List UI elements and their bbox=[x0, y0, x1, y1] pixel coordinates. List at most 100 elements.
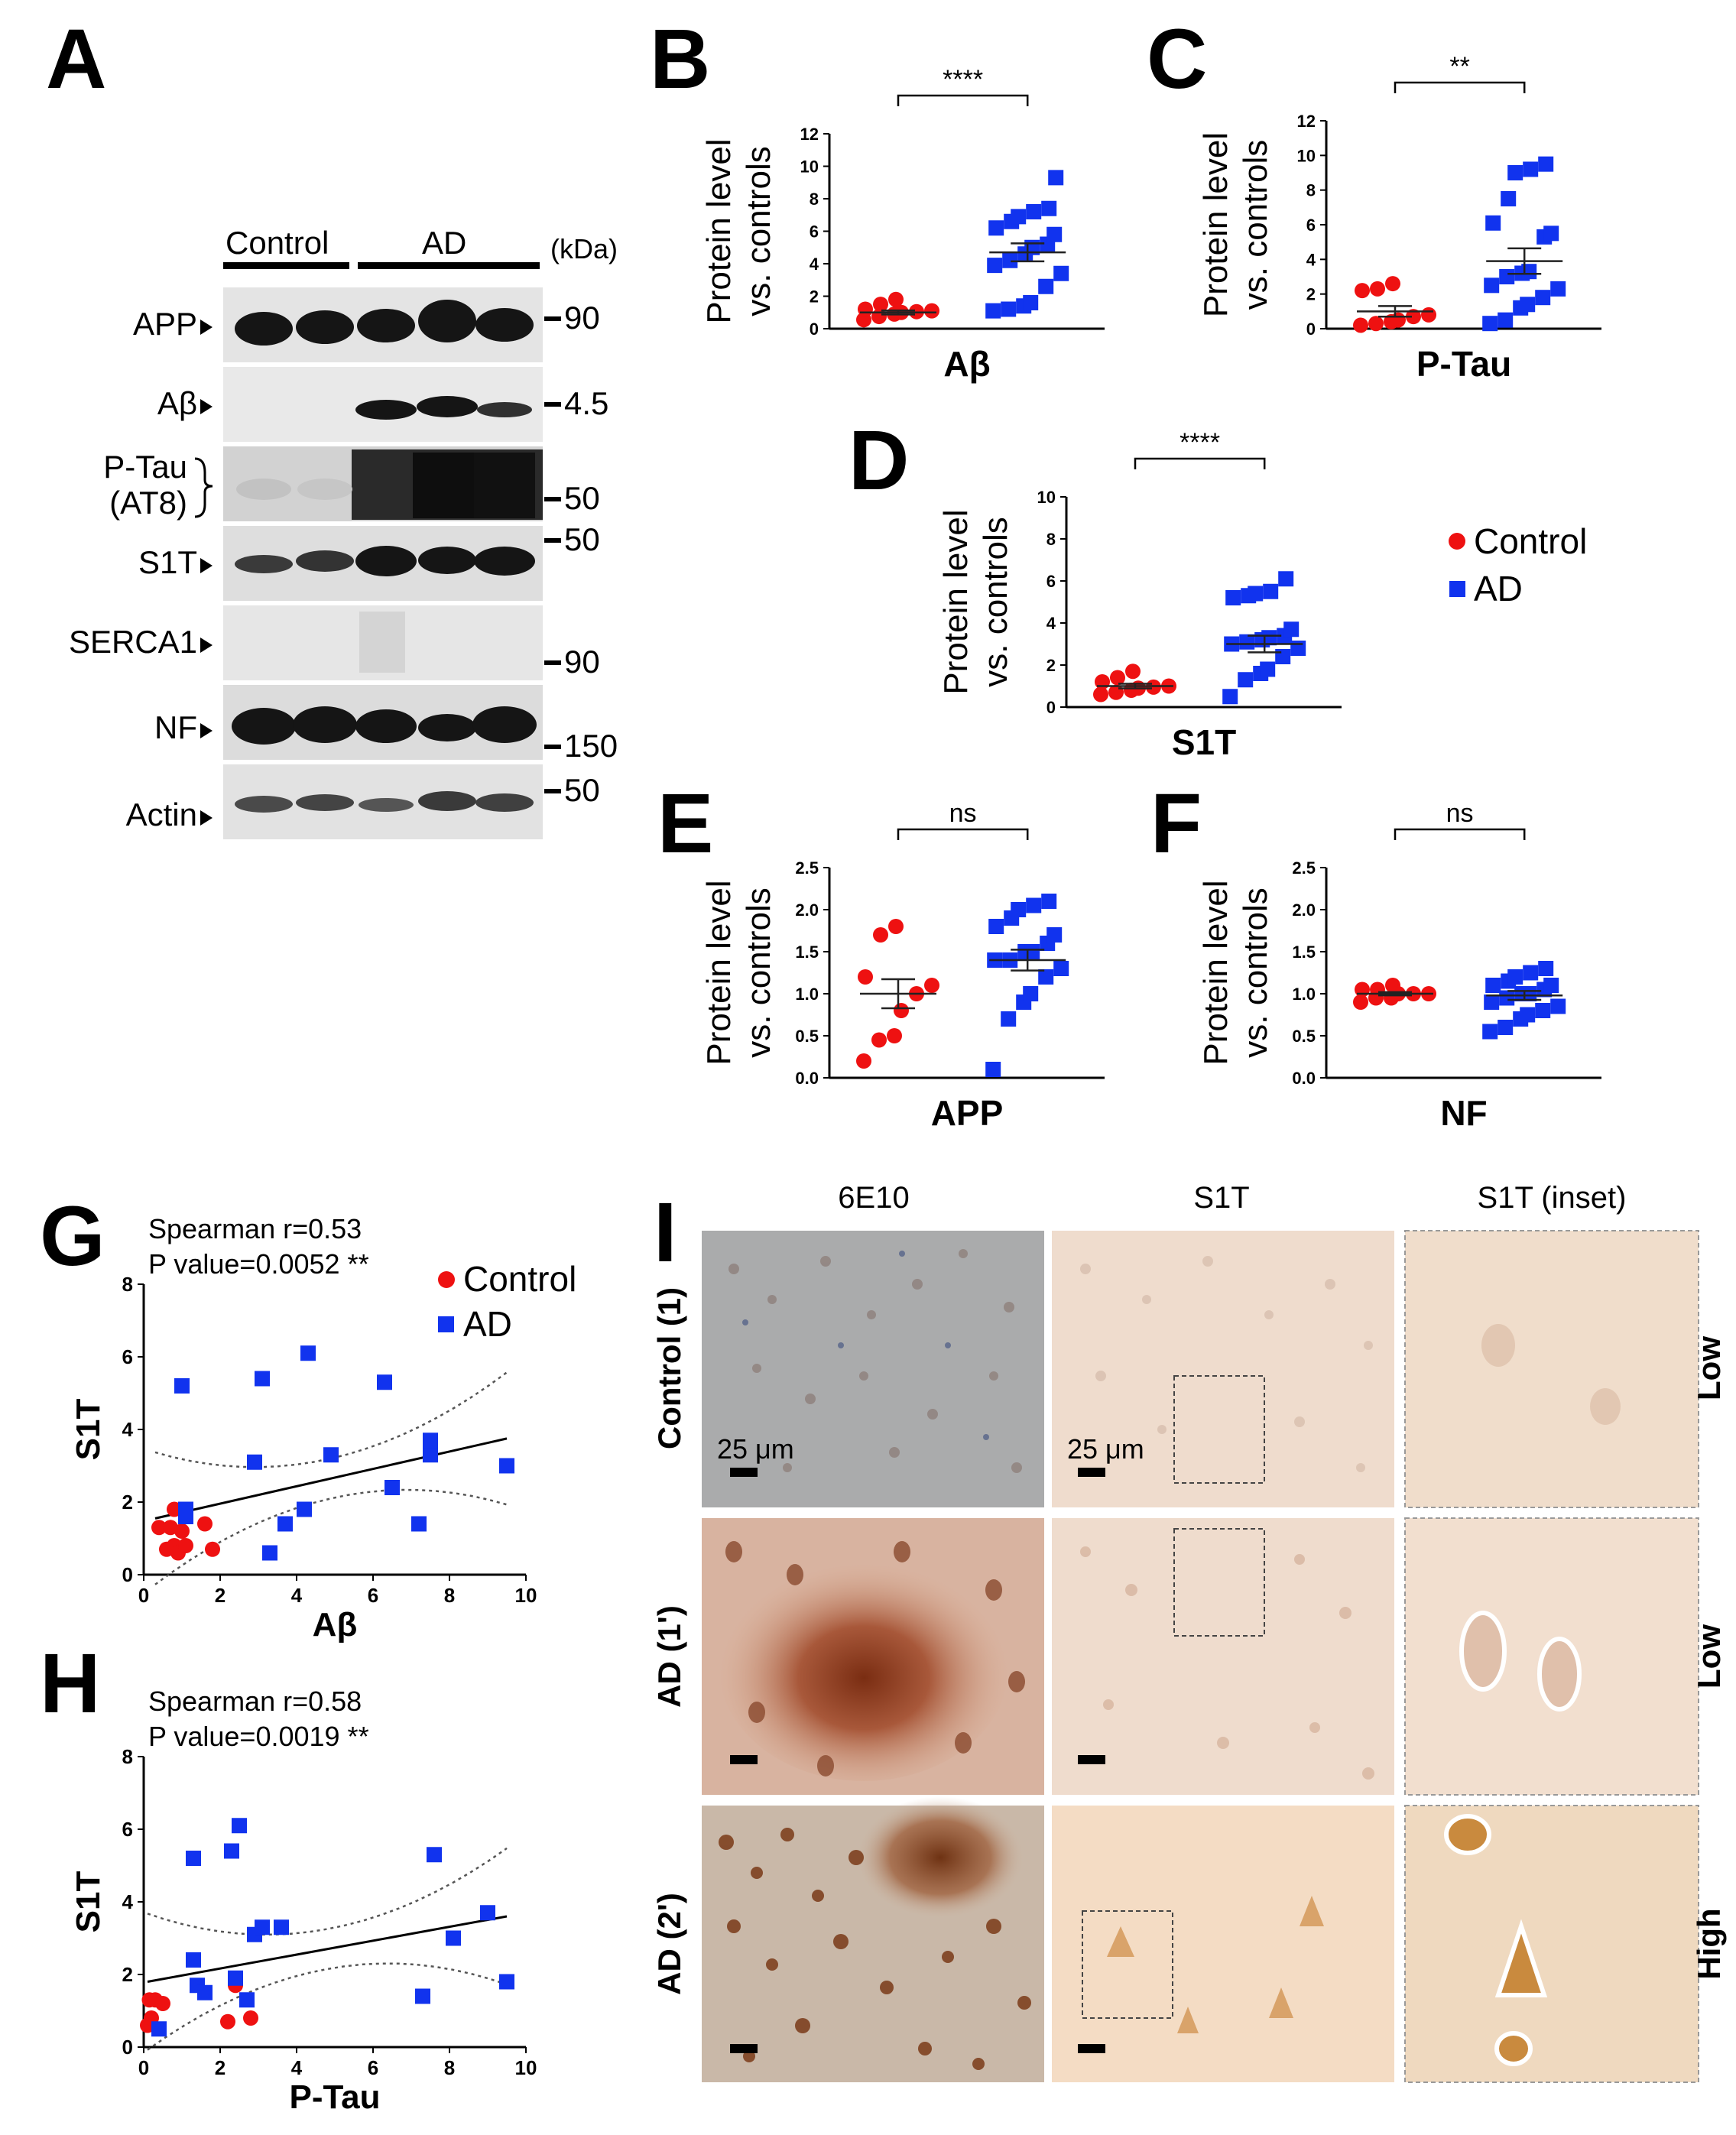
histology-row-ad1: AD (1') bbox=[651, 1605, 687, 1708]
y-tick-label: 8 bbox=[810, 190, 819, 209]
group-label-control: Control bbox=[226, 225, 329, 261]
scatter-panel-nf: 0.0 0.5 1.0 1.5 2.0 2.5 Protein level vs. contr… bbox=[1197, 799, 1601, 1133]
ad-point bbox=[1482, 316, 1498, 332]
blot-label-at8: (AT8) bbox=[109, 485, 187, 521]
ad-point bbox=[1520, 297, 1536, 313]
control-point bbox=[1355, 982, 1370, 998]
ad-point bbox=[985, 1062, 1001, 1077]
ad-point bbox=[1011, 209, 1027, 225]
blot-label-nf: NF bbox=[154, 709, 197, 745]
ad-point bbox=[1550, 281, 1566, 297]
ad-point bbox=[1053, 961, 1069, 976]
x-axis-label: Aβ bbox=[313, 1606, 358, 1643]
y-tick-label: 2 bbox=[810, 287, 819, 307]
ad-point bbox=[1023, 986, 1039, 1001]
y-axis-label: Protein level bbox=[1197, 880, 1235, 1065]
histology-level-2: Low bbox=[1691, 1624, 1727, 1689]
ad-point bbox=[988, 220, 1004, 236]
ad-point bbox=[1046, 226, 1063, 242]
y-tick-label: 10 bbox=[800, 157, 819, 177]
x-tick-label: 2 bbox=[215, 1584, 226, 1607]
control-point bbox=[178, 1538, 193, 1553]
ad-point bbox=[255, 1371, 270, 1387]
ad-point bbox=[1283, 621, 1300, 638]
control-point bbox=[1385, 276, 1400, 292]
control-point bbox=[1125, 664, 1141, 680]
ad-point bbox=[1038, 969, 1054, 985]
mw-ptau: 50 bbox=[564, 480, 600, 516]
legend-control-label: Control bbox=[1474, 521, 1587, 561]
x-tick-label: 6 bbox=[368, 2056, 378, 2079]
y-tick-label: 2 bbox=[122, 1963, 133, 1986]
inset-box-ad1 bbox=[1173, 1528, 1265, 1637]
x-axis-label: P-Tau bbox=[290, 2078, 381, 2116]
blot-label-serca1: SERCA1 bbox=[69, 624, 197, 660]
image-6e10-control bbox=[702, 1231, 1044, 1507]
ad-point bbox=[1038, 278, 1054, 294]
control-point bbox=[1355, 283, 1370, 299]
ad-point bbox=[1001, 301, 1017, 317]
ad-point bbox=[1053, 265, 1069, 281]
x-axis-label: Aβ bbox=[943, 344, 990, 384]
control-point bbox=[856, 1053, 871, 1069]
ad-point bbox=[255, 1919, 270, 1935]
y-tick-label: 1.0 bbox=[1292, 985, 1316, 1004]
significance-bracket bbox=[897, 828, 1029, 840]
ad-point bbox=[1499, 269, 1515, 284]
mw-actin: 50 bbox=[564, 772, 600, 808]
ad-point bbox=[1484, 994, 1500, 1010]
control-point bbox=[205, 1541, 220, 1557]
y-tick-label: 10 bbox=[1297, 146, 1316, 165]
y-tick-label: 1.5 bbox=[1292, 943, 1316, 962]
y-tick-label: 0 bbox=[810, 320, 819, 339]
x-axis-label: NF bbox=[1440, 1093, 1487, 1133]
ad-point bbox=[1001, 1011, 1017, 1027]
y-tick-label: 2.0 bbox=[795, 900, 819, 920]
ad-point bbox=[1485, 215, 1501, 231]
ad-point bbox=[1002, 252, 1018, 268]
scale-bar-6e10-ad1 bbox=[730, 1755, 758, 1764]
x-tick-label: 2 bbox=[215, 2056, 226, 2079]
control-point bbox=[888, 291, 904, 307]
y-tick-label: 1.5 bbox=[795, 943, 819, 962]
mw-nf: 150 bbox=[564, 728, 618, 764]
ad-point bbox=[1041, 894, 1057, 909]
y-tick-label: 0 bbox=[1046, 698, 1056, 717]
ad-point bbox=[1023, 295, 1039, 310]
ad-point bbox=[499, 1458, 514, 1474]
scale-bar-s1t bbox=[1078, 1468, 1105, 1477]
y-tick-label: 8 bbox=[1046, 530, 1056, 549]
control-point bbox=[1385, 978, 1400, 993]
ad-point bbox=[277, 1516, 293, 1532]
control-point bbox=[873, 297, 888, 313]
y-axis-label: S1T bbox=[70, 1871, 107, 1933]
panel-label-i: I bbox=[654, 1186, 677, 1280]
legend-g-ad-label: AD bbox=[463, 1304, 512, 1344]
ad-point bbox=[415, 1988, 430, 2004]
legend-g: Control AD bbox=[438, 1259, 576, 1344]
control-point bbox=[163, 1520, 178, 1536]
y-tick-label: 8 bbox=[122, 1745, 133, 1768]
ad-point bbox=[1535, 290, 1551, 306]
x-tick-label: 0 bbox=[138, 1584, 149, 1607]
scatter-panel-abeta: 0 2 4 6 8 10 12 Protein level vs. controls Aβ **** bbox=[700, 65, 1105, 384]
ad-point bbox=[1026, 204, 1042, 219]
ad-point bbox=[186, 1851, 201, 1866]
ad-point bbox=[323, 1447, 339, 1463]
control-point bbox=[1421, 307, 1436, 323]
y-tick-label: 12 bbox=[1297, 112, 1316, 131]
control-point bbox=[894, 1003, 909, 1018]
y-axis-label: vs. controls bbox=[977, 517, 1014, 687]
y-axis-label: vs. controls bbox=[740, 146, 777, 316]
significance-bracket bbox=[1394, 81, 1526, 93]
correlation-panel-ptau: 0 2 4 6 8 0 2 4 6 8 10 S1T P-Tau Spearman r=0.58 P val… bbox=[70, 1686, 537, 2116]
y-tick-label: 4 bbox=[1306, 250, 1316, 269]
ad-point bbox=[1263, 583, 1279, 599]
control-point bbox=[1110, 670, 1125, 686]
y-tick-label: 0 bbox=[1306, 320, 1316, 339]
ad-point bbox=[262, 1545, 277, 1561]
ad-point bbox=[1239, 634, 1255, 650]
legend-g-control-marker bbox=[438, 1271, 455, 1288]
legend: Control AD bbox=[1449, 521, 1587, 608]
y-tick-label: 2.5 bbox=[1292, 858, 1316, 878]
